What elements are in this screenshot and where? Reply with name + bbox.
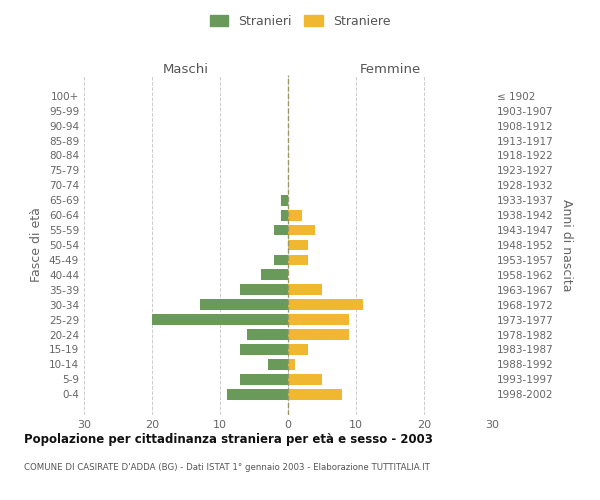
Bar bbox=[288, 389, 343, 400]
Bar bbox=[241, 284, 288, 295]
Bar bbox=[288, 254, 308, 266]
Text: Femmine: Femmine bbox=[359, 64, 421, 76]
Bar bbox=[288, 374, 322, 384]
Y-axis label: Fasce di età: Fasce di età bbox=[31, 208, 43, 282]
Bar bbox=[288, 224, 315, 235]
Bar bbox=[261, 270, 288, 280]
Bar bbox=[200, 300, 288, 310]
Bar bbox=[288, 344, 308, 355]
Text: COMUNE DI CASIRATE D'ADDA (BG) - Dati ISTAT 1° gennaio 2003 - Elaborazione TUTTI: COMUNE DI CASIRATE D'ADDA (BG) - Dati IS… bbox=[24, 462, 430, 471]
Text: Maschi: Maschi bbox=[163, 64, 209, 76]
Bar bbox=[288, 359, 295, 370]
Bar bbox=[227, 389, 288, 400]
Bar bbox=[241, 344, 288, 355]
Bar bbox=[274, 254, 288, 266]
Bar bbox=[288, 284, 322, 295]
Legend: Stranieri, Straniere: Stranieri, Straniere bbox=[206, 11, 394, 32]
Bar bbox=[281, 195, 288, 205]
Bar bbox=[288, 240, 308, 250]
Bar bbox=[268, 359, 288, 370]
Bar bbox=[241, 374, 288, 384]
Bar bbox=[281, 210, 288, 220]
Y-axis label: Anni di nascita: Anni di nascita bbox=[560, 198, 573, 291]
Bar bbox=[152, 314, 288, 325]
Bar bbox=[288, 329, 349, 340]
Text: Popolazione per cittadinanza straniera per età e sesso - 2003: Popolazione per cittadinanza straniera p… bbox=[24, 432, 433, 446]
Bar bbox=[288, 210, 302, 220]
Bar bbox=[288, 300, 363, 310]
Bar bbox=[247, 329, 288, 340]
Bar bbox=[274, 224, 288, 235]
Bar bbox=[288, 314, 349, 325]
